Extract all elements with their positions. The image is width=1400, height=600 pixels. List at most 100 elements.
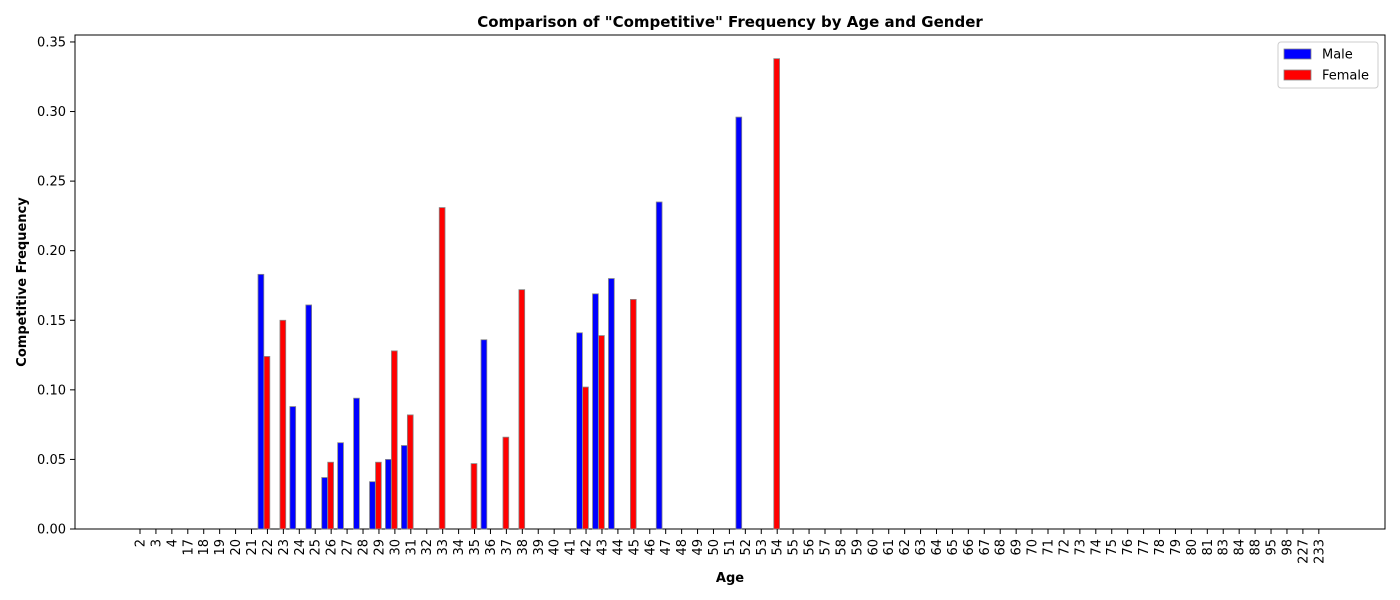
x-tick-label: 37 — [500, 539, 515, 556]
male-bar-age-29 — [385, 459, 392, 530]
male-bar-age-28 — [369, 481, 376, 530]
x-tick-label: 27 — [341, 539, 356, 556]
x-tick-label: 4 — [165, 539, 180, 547]
x-tick-label: 73 — [1073, 539, 1088, 556]
x-tick-label: 66 — [962, 539, 977, 556]
female-bar-age-34 — [470, 463, 478, 530]
x-tick-label: 39 — [532, 539, 547, 556]
y-tick-label: 0.10 — [37, 383, 66, 398]
female-bar-age-28 — [375, 461, 382, 530]
x-tick-label: 79 — [1169, 539, 1184, 556]
x-tick-label: 20 — [229, 539, 244, 556]
y-tick-label: 0.15 — [37, 314, 66, 329]
x-tick-label: 23 — [277, 539, 292, 556]
x-tick-label: 67 — [978, 539, 993, 556]
x-tick-label: 56 — [803, 539, 818, 556]
x-tick-label: 19 — [213, 539, 228, 556]
female-bar-age-22 — [279, 319, 287, 530]
x-tick-label: 35 — [468, 539, 483, 556]
y-tick-label: 0.05 — [37, 453, 66, 468]
female-bar-age-37 — [518, 289, 526, 530]
female-bar-age-30 — [406, 414, 414, 530]
x-tick-label: 61 — [882, 539, 897, 556]
x-tick-label: 68 — [994, 539, 1009, 556]
x-tick-label: 59 — [850, 539, 865, 556]
x-tick-label: 50 — [707, 539, 722, 556]
x-tick-label: 17 — [181, 539, 196, 556]
male-bar-age-35 — [480, 339, 488, 530]
y-tick-label: 0.00 — [37, 523, 66, 538]
male-bar-age-27 — [353, 397, 360, 530]
legend-label-male: Male — [1322, 48, 1353, 63]
x-tick-label: 71 — [1042, 539, 1057, 556]
female-bar-age-21 — [263, 356, 271, 530]
male-bar-age-21 — [257, 273, 265, 530]
x-tick-label: 36 — [484, 539, 499, 556]
x-tick-label: 42 — [580, 539, 595, 556]
male-bar-age-41 — [576, 332, 583, 530]
x-tick-label: 227 — [1296, 539, 1311, 564]
legend: Male Female — [1277, 41, 1379, 89]
x-tick-label: 81 — [1201, 539, 1216, 556]
x-axis-label: Age — [716, 571, 744, 586]
male-bar-age-51 — [735, 116, 743, 530]
x-tick-label: 18 — [197, 539, 212, 556]
x-tick-label: 63 — [914, 539, 929, 556]
plot-area — [74, 34, 1386, 530]
x-tick-label: 48 — [675, 539, 690, 556]
x-tick-label: 40 — [548, 539, 563, 556]
x-tick-label: 43 — [595, 539, 610, 556]
x-tick-label: 28 — [357, 539, 372, 556]
x-tick-label: 29 — [372, 539, 387, 556]
female-bar-age-44 — [630, 298, 637, 530]
y-tick-label: 0.25 — [37, 175, 66, 190]
x-tick-label: 45 — [627, 539, 642, 556]
x-tick-label: 41 — [564, 539, 579, 556]
x-tick-label: 62 — [898, 539, 913, 556]
x-tick-label: 83 — [1217, 539, 1232, 556]
female-bar-age-41 — [582, 386, 589, 530]
female-bar-age-32 — [438, 207, 446, 530]
x-tick-label: 80 — [1185, 539, 1200, 556]
x-tick-label: 24 — [293, 539, 308, 556]
x-tick-label: 30 — [388, 539, 403, 556]
x-tick-label: 78 — [1153, 539, 1168, 556]
x-tick-label: 74 — [1089, 539, 1104, 556]
x-tick-label: 21 — [245, 539, 260, 556]
x-tick-label: 53 — [755, 539, 770, 556]
y-tick-label: 0.35 — [37, 35, 66, 50]
female-bar-age-25 — [327, 461, 334, 530]
x-tick-label: 58 — [834, 539, 849, 556]
y-tick-label: 0.20 — [37, 244, 66, 259]
x-tick-label: 69 — [1010, 539, 1025, 556]
plot-frame — [74, 34, 1386, 530]
x-tick-label: 2 — [134, 539, 149, 547]
x-tick-label: 55 — [787, 539, 802, 556]
x-tick-label: 84 — [1233, 539, 1248, 556]
x-tick-label: 57 — [818, 539, 833, 556]
legend-swatch-male — [1283, 48, 1312, 60]
x-tick-label: 88 — [1249, 539, 1264, 556]
y-axis-label: Competitive Frequency — [15, 197, 30, 367]
x-tick-label: 233 — [1312, 539, 1327, 564]
female-bar-age-53 — [773, 58, 780, 530]
x-tick-label: 77 — [1137, 539, 1152, 556]
male-bar-age-43 — [608, 278, 615, 530]
female-bar-age-29 — [391, 350, 398, 530]
y-axis: 0.00 0.05 0.10 0.15 0.20 0.25 0.30 0.35 — [37, 35, 75, 538]
x-tick-label: 38 — [516, 539, 531, 556]
male-bar-age-46 — [655, 201, 663, 530]
male-bar-age-26 — [337, 442, 344, 530]
chart-title: Comparison of "Competitive" Frequency by… — [477, 13, 983, 31]
male-bar-age-23 — [289, 406, 297, 530]
male-bar-age-30 — [400, 445, 408, 530]
male-bar-age-25 — [321, 477, 328, 530]
x-tick-label: 70 — [1026, 539, 1041, 556]
x-tick-label: 75 — [1105, 539, 1120, 556]
x-tick-label: 72 — [1057, 539, 1072, 556]
x-tick-label: 95 — [1265, 539, 1280, 556]
x-tick-label: 46 — [643, 539, 658, 556]
x-tick-label: 32 — [420, 539, 435, 556]
x-tick-label: 34 — [452, 539, 467, 556]
